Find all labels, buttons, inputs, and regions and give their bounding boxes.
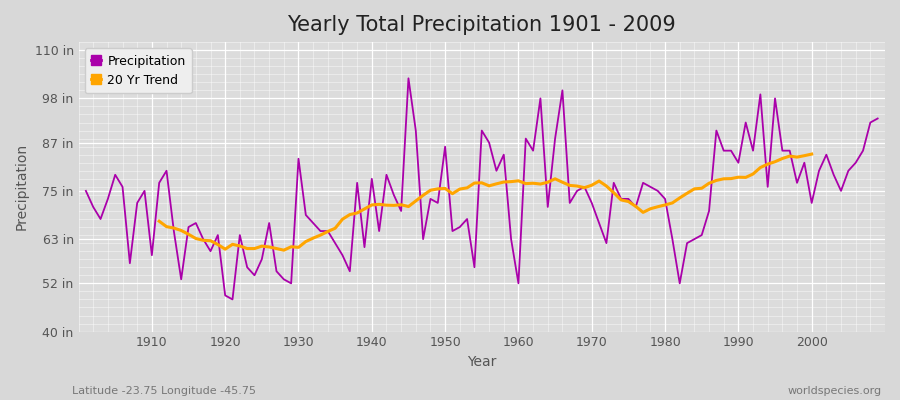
Legend: Precipitation, 20 Yr Trend: Precipitation, 20 Yr Trend: [85, 48, 192, 93]
20 Yr Trend: [806, 152, 817, 156]
Precipitation: [227, 297, 238, 302]
Precipitation: [616, 196, 626, 201]
Precipitation: [140, 188, 150, 193]
X-axis label: Year: Year: [467, 355, 497, 369]
Y-axis label: Precipitation: Precipitation: [15, 143, 29, 230]
Precipitation: [308, 221, 319, 226]
Text: Latitude -23.75 Longitude -45.75: Latitude -23.75 Longitude -45.75: [72, 386, 256, 396]
Precipitation: [872, 116, 883, 121]
20 Yr Trend: [242, 246, 253, 251]
Precipitation: [403, 76, 414, 81]
20 Yr Trend: [154, 219, 165, 224]
Precipitation: [527, 148, 538, 153]
Text: worldspecies.org: worldspecies.org: [788, 386, 882, 396]
20 Yr Trend: [278, 248, 289, 252]
20 Yr Trend: [616, 198, 626, 202]
Line: Precipitation: Precipitation: [86, 78, 878, 300]
Precipitation: [520, 136, 531, 141]
20 Yr Trend: [784, 154, 795, 158]
Title: Yearly Total Precipitation 1901 - 2009: Yearly Total Precipitation 1901 - 2009: [287, 15, 676, 35]
20 Yr Trend: [359, 206, 370, 211]
20 Yr Trend: [704, 181, 715, 186]
Precipitation: [80, 188, 91, 193]
20 Yr Trend: [718, 176, 729, 181]
Precipitation: [352, 180, 363, 185]
Line: 20 Yr Trend: 20 Yr Trend: [159, 154, 812, 250]
